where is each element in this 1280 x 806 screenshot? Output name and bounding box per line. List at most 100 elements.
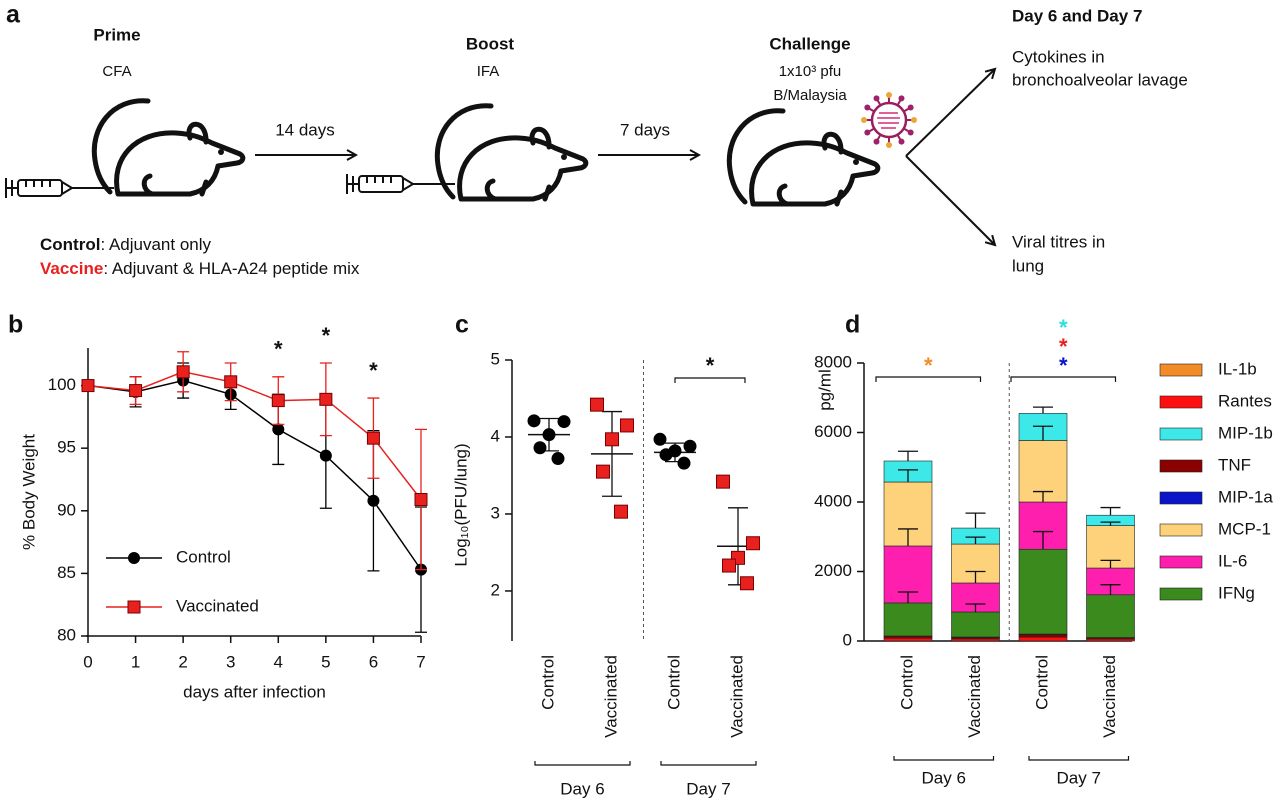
marker [605,432,619,447]
x-tick-label: Control [1032,655,1051,710]
syringe-icon [5,177,115,199]
significance-star: * [274,337,283,362]
error-bar [1100,584,1121,595]
error-bar [1033,406,1053,414]
marker [722,558,736,573]
mouse-icon [94,101,243,194]
marker [542,428,556,442]
virus-spike-head [898,138,905,145]
significance-bar [674,377,746,383]
y-axis-label: Log₁₀(PFU/lung) [451,443,470,566]
legend-swatch [1159,395,1203,409]
legend-label: Vaccinated [176,596,259,615]
readout-title: Day 6 and Day 7 [1012,6,1142,25]
marker [620,418,634,433]
error-bar [965,512,986,529]
y-tick-label: 8000 [814,352,852,371]
legend-swatch [1159,523,1203,537]
mouse-icon [729,111,878,204]
readout-outcome: Cytokines in [1012,47,1105,66]
panel-letter: a [6,1,21,29]
significance-star: * [369,358,378,383]
marker [176,365,190,379]
panel-letter: b [8,311,23,339]
x-tick-label: Vaccinated [965,655,984,738]
y-tick-label: 80 [57,625,76,644]
x-tick-label: Vaccinated [727,655,746,738]
significance-star: * [924,353,933,378]
y-tick-label: 90 [57,500,76,519]
y-tick-label: 2 [491,580,500,599]
readout-outcome: lung [1012,256,1044,275]
group-line: Control: Adjuvant only [40,235,212,254]
group-label: Day 7 [1057,768,1101,787]
legend-label: MIP-1a [1218,487,1273,506]
marker [129,384,143,398]
virus-spike-head [864,104,871,111]
marker [614,504,628,519]
marker [319,449,332,462]
y-tick-label: 6000 [814,422,852,441]
y-tick-label: 85 [57,563,76,582]
legend-label: IL-6 [1218,551,1247,570]
bar-segment [1086,594,1135,638]
x-tick-label: 6 [369,652,378,671]
legend-swatch [1159,459,1203,473]
marker [127,600,141,614]
error-bar [898,528,918,546]
panel-letter: d [845,311,860,339]
readout-outcome: bronchoalveolar lavage [1012,70,1188,89]
error-bar [1100,521,1121,526]
legend-swatch [1159,427,1203,441]
error-bar [1100,559,1121,569]
group-bracket [660,761,757,766]
step-adjuvant: IFA [477,63,500,80]
group-label: Day 7 [686,779,730,798]
legend-swatch [1159,363,1203,377]
marker [557,415,571,429]
marker [590,397,604,412]
group-bracket [534,761,631,766]
bar-segment [883,637,933,642]
x-tick-label: Control [897,655,916,710]
error-bar [898,469,918,483]
marker [367,494,380,507]
legend-swatch [1159,491,1203,505]
marker [224,375,238,389]
significance-star: * [322,323,331,348]
marker [128,552,140,564]
bar-segment [951,638,1000,642]
series-line [87,371,422,500]
error-bar [898,450,918,461]
virus-spike-head [864,129,871,136]
group-line: Vaccine: Adjuvant & HLA-A24 peptide mix [40,259,360,278]
bar-segment [1018,634,1068,638]
error-bar [1033,425,1053,441]
step-title: Challenge [769,34,850,53]
marker [533,441,547,455]
series-line [87,379,422,571]
legend-label: Control [176,547,231,566]
bar-segment [951,611,1000,638]
legend-label: Rantes [1218,391,1272,410]
virus-spike-head [873,138,880,145]
bar-segment [883,602,933,637]
legend-swatch [1159,587,1203,601]
y-axis-label: % Body Weight [19,434,38,550]
marker [81,379,95,393]
error-bar [1033,490,1053,502]
y-tick-label: 5 [491,349,500,368]
marker [596,464,610,479]
legend-label: MIP-1b [1218,423,1273,442]
group-name: Vaccine [40,259,103,278]
step-title: Boost [466,34,515,53]
x-axis-label: days after infection [183,682,326,701]
panel-letter: c [455,311,469,339]
x-tick-label: Control [664,655,683,710]
group-label: Day 6 [560,779,604,798]
marker [653,432,667,446]
bar-segment [1018,636,1068,642]
significance-star: * [1059,353,1068,378]
marker [319,392,333,406]
x-tick-label: 4 [274,652,283,671]
